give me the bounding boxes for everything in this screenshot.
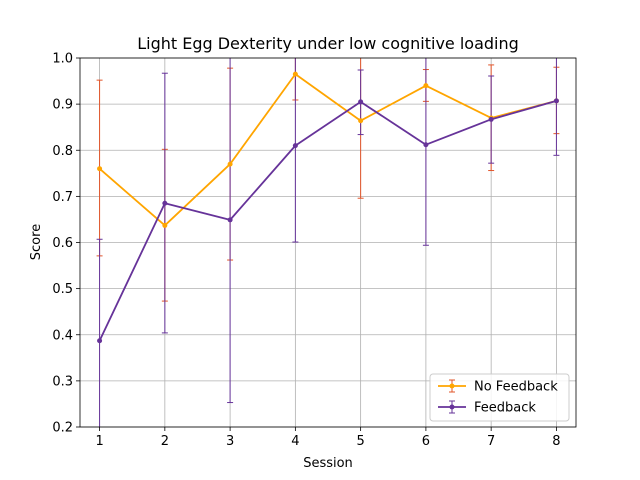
legend: No Feedback Feedback <box>429 373 570 422</box>
series-line <box>98 100 557 342</box>
plot-frame <box>79 57 577 428</box>
data-point <box>358 99 364 105</box>
data-point <box>358 118 364 124</box>
y-tick-label: 0.6 <box>52 236 73 251</box>
legend-label: Feedback <box>474 401 536 416</box>
legend-marker <box>449 404 455 410</box>
y-tick-label: 0.8 <box>52 144 73 159</box>
axes: 1 2 3 4 5 6 7 8 0.2 0.3 0.4 0.5 0.6 0.7 0.8 0.9 1.0 <box>52 52 577 449</box>
series-2 <box>97 98 559 344</box>
y-tick-label: 0.5 <box>52 282 73 297</box>
data-point <box>227 217 233 223</box>
x-tick-label: 7 <box>487 434 495 449</box>
x-axis-title: Session <box>303 456 353 471</box>
x-tick-label: 8 <box>552 434 560 449</box>
grid <box>80 57 576 428</box>
legend-item: Feedback <box>438 400 536 416</box>
chart-title: Light Egg Dexterity under low cognitive … <box>137 34 519 53</box>
data-point <box>488 116 494 122</box>
y-axis-title: Score <box>29 224 44 260</box>
y-tick-label: 0.3 <box>52 374 73 389</box>
series-line <box>98 73 557 227</box>
y-tick-label: 0.9 <box>52 98 73 113</box>
y-tick-label: 0.2 <box>52 421 73 436</box>
data-point <box>97 338 103 344</box>
x-tick-label: 1 <box>95 434 103 449</box>
x-tick-label: 5 <box>356 434 364 449</box>
legend-item: No Feedback <box>438 379 558 395</box>
data-point <box>292 143 298 149</box>
y-tick-label: 1.0 <box>52 52 73 67</box>
data-point <box>162 222 168 228</box>
data-point <box>162 200 168 206</box>
x-tick-label: 6 <box>422 434 430 449</box>
y-tick-label: 0.4 <box>52 328 73 343</box>
data-point <box>97 166 103 172</box>
legend-marker <box>449 383 455 389</box>
data-point <box>423 142 429 148</box>
data-point <box>423 83 429 89</box>
data-point <box>292 71 298 77</box>
series-lines <box>97 71 559 344</box>
data-point <box>553 98 559 104</box>
y-tick-label: 0.7 <box>52 190 73 205</box>
x-tick-label: 2 <box>161 434 169 449</box>
legend-label: No Feedback <box>474 380 558 395</box>
x-tick-label: 4 <box>291 434 299 449</box>
x-tick-label: 3 <box>226 434 234 449</box>
data-point <box>227 161 233 167</box>
